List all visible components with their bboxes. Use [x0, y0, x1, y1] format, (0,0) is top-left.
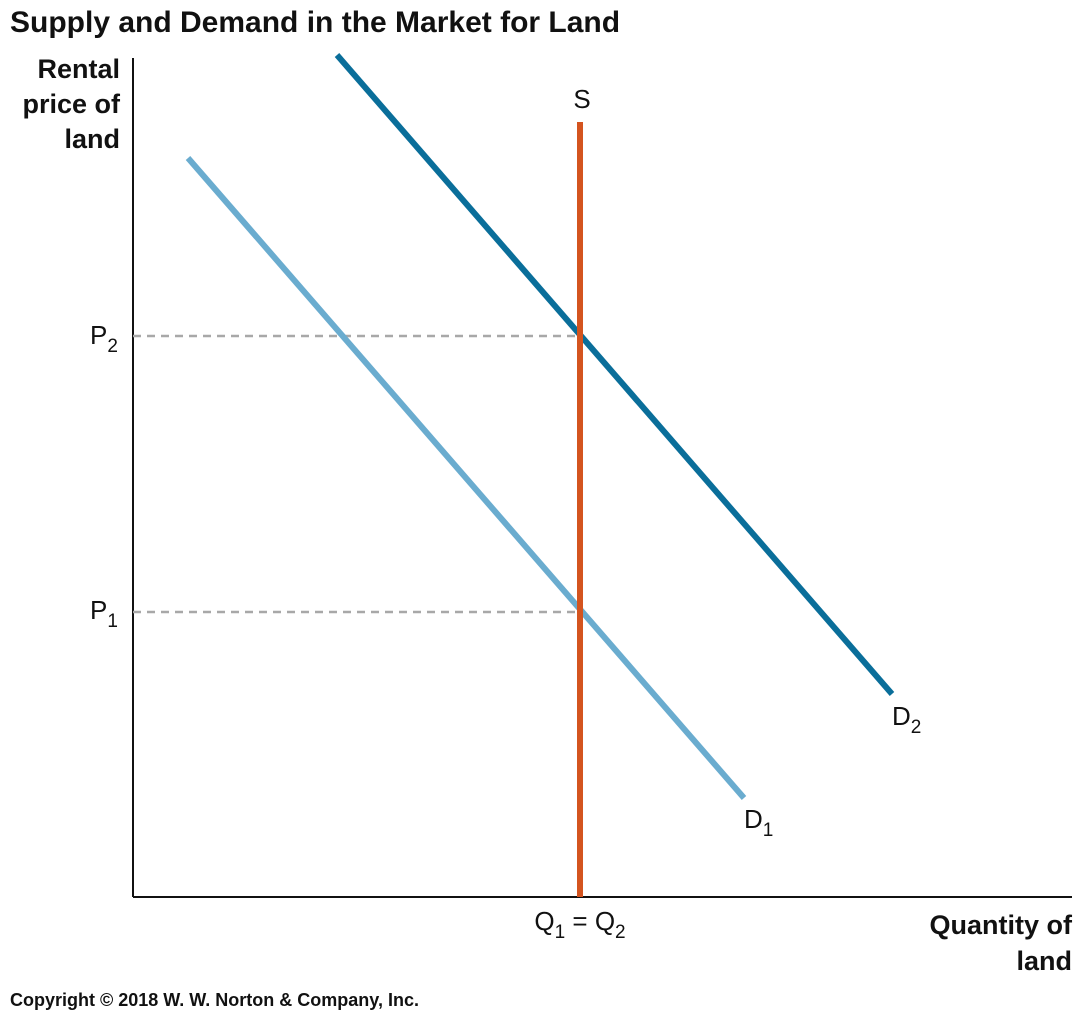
demand-curve-d1	[185, 156, 747, 800]
x-axis-label-line-1: Quantity of	[930, 910, 1073, 940]
x-axis-label: Quantity of land	[930, 910, 1073, 976]
quantity-label-q1-q2: Q1 = Q2	[534, 906, 625, 943]
price-label-p2: P2	[90, 320, 118, 357]
y-axis-label-line-1: Rental	[37, 54, 120, 84]
demand-curve-d2	[334, 53, 895, 696]
copyright-notice: Copyright © 2018 W. W. Norton & Company,…	[10, 990, 419, 1010]
chart-title: Supply and Demand in the Market for Land	[10, 6, 620, 39]
y-axis-label-line-2: price of	[22, 89, 121, 119]
y-axis-label-line-3: land	[64, 124, 120, 154]
demand-curve-d1-label: D1	[744, 804, 773, 841]
y-axis-label: Rental price of land	[22, 54, 121, 154]
x-axis-label-line-2: land	[1016, 946, 1072, 976]
demand-curve-d2-label: D2	[892, 701, 921, 738]
price-label-p1: P1	[90, 595, 118, 632]
supply-curve-label: S	[573, 84, 590, 114]
